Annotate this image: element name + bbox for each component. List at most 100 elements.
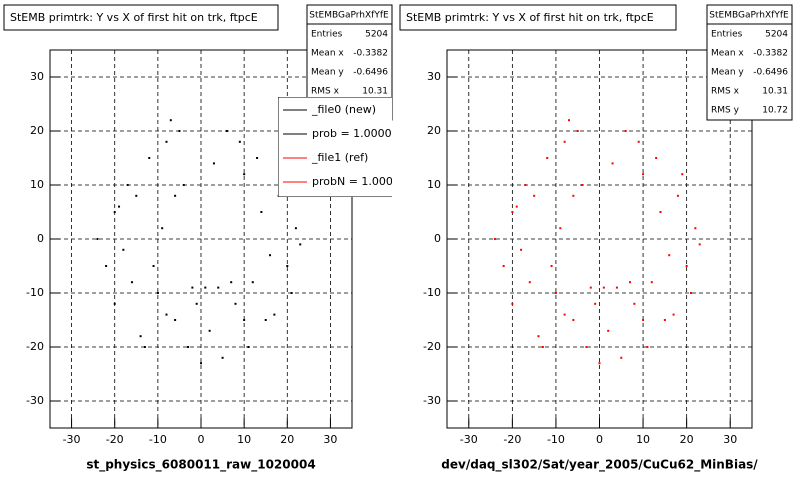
x-tick-label: 0 (596, 433, 603, 446)
stats-label: RMS x (311, 87, 340, 97)
point (230, 281, 233, 284)
point (650, 281, 653, 284)
point (238, 140, 241, 143)
point (113, 302, 116, 305)
legend-label: prob = 1.000000 (312, 127, 406, 140)
point (554, 292, 557, 294)
point (589, 286, 592, 289)
point (156, 292, 159, 294)
point (681, 173, 684, 176)
x-axis-label: dev/daq_sl302/Sat/year_2005/CuCu62_MinBi… (441, 458, 758, 473)
point (611, 162, 614, 165)
point (668, 254, 671, 257)
point (247, 346, 250, 348)
stats-label: Mean y (711, 68, 744, 78)
point (191, 286, 194, 289)
stats-label: RMS y (711, 106, 740, 116)
point (221, 356, 224, 359)
x-tick-label: 20 (280, 433, 294, 446)
legend: _file0 (new) prob = 1.000000 _file1 (ref) p… (278, 97, 414, 197)
stats-label: Mean x (711, 49, 744, 59)
point (200, 362, 202, 365)
stats-value: -0.6496 (753, 68, 788, 78)
point (511, 302, 514, 305)
y-tick-label: -30 (26, 394, 44, 407)
legend-box (278, 97, 392, 197)
stats-value: 5204 (765, 30, 788, 40)
y-tick-label: -20 (423, 340, 441, 353)
y-tick-label: -20 (26, 340, 44, 353)
stats-label: RMS x (711, 87, 740, 97)
point (260, 211, 263, 213)
point (663, 319, 666, 321)
point (685, 265, 688, 267)
point (161, 227, 164, 230)
point (273, 313, 276, 316)
point (182, 184, 185, 186)
legend-label: probN = 1.000000 (312, 175, 414, 188)
point (208, 329, 211, 332)
point (572, 319, 575, 321)
x-tick-label: -20 (106, 433, 124, 446)
point (528, 281, 531, 284)
point (195, 302, 198, 305)
stats-value: 5204 (365, 30, 388, 40)
point (655, 157, 658, 159)
point (698, 243, 701, 246)
title-box (3, 4, 279, 31)
y-tick-label: 0 (434, 232, 441, 245)
y-tick-label: 30 (427, 70, 441, 83)
point (620, 356, 623, 359)
point (165, 313, 168, 316)
y-tick-label: 20 (30, 124, 44, 137)
point (533, 194, 536, 197)
point (165, 140, 168, 143)
x-tick-label: -30 (460, 433, 478, 446)
stats-header: StEMBGaPrhXfYfE (309, 11, 389, 21)
point (217, 286, 220, 289)
x-tick-label: 30 (323, 433, 337, 446)
point (256, 157, 259, 159)
chart-title: StEMB primtrk: Y vs X of first hit on tr… (10, 11, 258, 24)
point (646, 346, 649, 348)
point (511, 211, 514, 213)
stats-header: StEMBGaPrhXfYfE (709, 11, 789, 21)
point (676, 194, 679, 197)
point (174, 319, 177, 321)
point (96, 238, 99, 240)
point (568, 119, 570, 122)
point (169, 119, 172, 122)
point (212, 162, 215, 165)
point (187, 346, 190, 348)
point (694, 227, 697, 230)
x-tick-label: -10 (547, 433, 565, 446)
y-tick-label: -10 (26, 286, 44, 299)
x-tick-label: 20 (680, 433, 694, 446)
point (633, 302, 636, 305)
x-tick-label: 30 (723, 433, 737, 446)
y-tick-label: 20 (427, 124, 441, 137)
stats-label: Entries (311, 30, 343, 40)
y-tick-label: 0 (37, 232, 44, 245)
point (502, 265, 505, 267)
stats-label: Entries (711, 30, 743, 40)
point (629, 281, 631, 284)
stats-box (706, 4, 793, 121)
stats-label: Mean y (311, 68, 344, 78)
point (602, 286, 605, 289)
point (672, 313, 675, 316)
point (122, 248, 125, 251)
point (642, 319, 645, 321)
point (299, 243, 302, 246)
point (594, 302, 597, 305)
point (572, 194, 575, 197)
point (659, 211, 662, 213)
point (178, 130, 181, 132)
point (286, 265, 289, 267)
point (581, 184, 584, 186)
point (113, 211, 116, 213)
point (550, 265, 553, 267)
point (493, 238, 496, 240)
point (642, 173, 645, 176)
